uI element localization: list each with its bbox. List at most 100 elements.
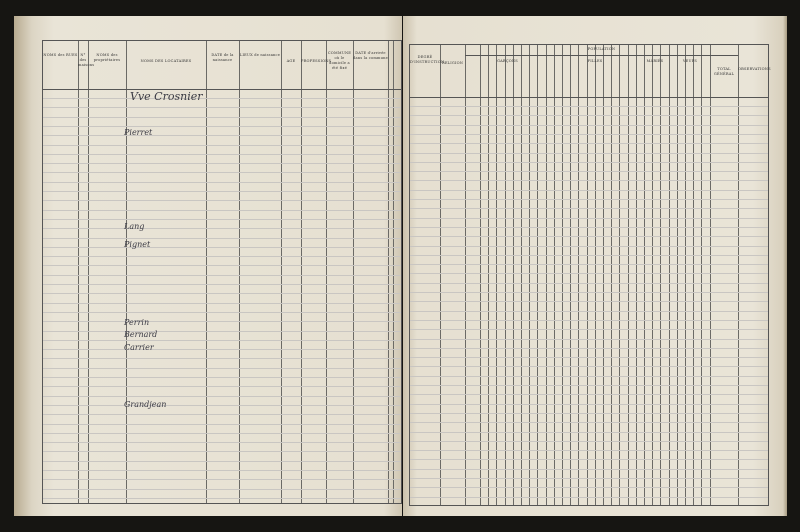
row-rule <box>410 199 768 200</box>
column-header: OBSERVATIONS <box>738 67 771 71</box>
column-header: NOMS des propriétaires <box>93 53 121 62</box>
entry-name: Grandjean <box>124 400 167 409</box>
column-header: DATE d'arrivée dans la commune <box>353 51 388 60</box>
left-register-page: NOMS des RUES N° des maisons NOMS des prop… <box>14 16 402 516</box>
row-rule <box>410 152 768 154</box>
column-rule <box>537 45 538 505</box>
column-rule <box>603 45 604 505</box>
column-rule <box>88 41 89 503</box>
row-rule <box>43 153 401 155</box>
column-rule <box>206 41 207 503</box>
row-rule <box>43 191 401 192</box>
row-rule <box>410 366 768 368</box>
column-rule <box>738 45 739 505</box>
column-header: MARIÉS <box>646 59 664 63</box>
row-rule <box>410 422 768 424</box>
row-rule <box>410 347 768 349</box>
row-rule <box>43 284 401 285</box>
row-rule <box>43 265 401 267</box>
column-header: TOTAL GÉNÉRAL <box>713 67 735 76</box>
row-rule <box>43 256 401 258</box>
column-rule <box>578 45 579 505</box>
row-rule <box>410 189 768 191</box>
right-register-table: DEGRÉ D'INSTRUCTION RELIGION POPULATION GAR… <box>409 44 771 506</box>
column-rule <box>669 45 670 505</box>
row-rule <box>410 180 768 182</box>
row-rule <box>410 496 768 498</box>
header-rule <box>410 97 768 98</box>
row-rule <box>410 459 768 461</box>
column-rule <box>685 45 686 505</box>
column-rule <box>353 41 354 503</box>
row-rule <box>410 264 768 266</box>
row-rule <box>43 321 401 323</box>
column-rule <box>78 41 79 503</box>
column-rule <box>710 45 711 505</box>
row-rule <box>410 338 768 340</box>
row-rule <box>410 385 768 386</box>
column-rule <box>546 45 547 505</box>
row-rule <box>43 451 401 453</box>
header-rule <box>43 89 401 90</box>
row-rule <box>43 172 401 174</box>
row-rule <box>410 273 768 275</box>
row-rule <box>43 311 401 313</box>
row-rule <box>410 440 768 442</box>
entry-name: Bernard <box>124 330 158 339</box>
column-rule <box>644 45 645 505</box>
row-rule <box>410 487 768 489</box>
row-rule <box>43 163 401 165</box>
column-rule <box>126 41 127 503</box>
right-register-page: DEGRÉ D'INSTRUCTION RELIGION POPULATION GAR… <box>403 16 787 516</box>
row-rule <box>43 237 401 239</box>
row-rule <box>410 450 768 452</box>
column-rule <box>562 45 563 505</box>
column-rule <box>554 45 555 505</box>
column-rule <box>595 45 596 505</box>
row-rule <box>43 200 401 202</box>
row-rule <box>43 293 401 295</box>
column-rule <box>521 45 522 505</box>
row-rule <box>43 228 401 230</box>
row-rule <box>43 181 401 183</box>
row-rule <box>43 423 401 425</box>
row-rule <box>410 143 768 145</box>
row-rule <box>410 236 768 238</box>
row-rule <box>410 394 768 396</box>
column-rule <box>465 45 466 505</box>
row-rule <box>410 106 768 107</box>
column-rule <box>393 41 394 503</box>
row-rule <box>43 470 401 471</box>
row-rule <box>43 432 401 434</box>
row-rule <box>43 367 401 369</box>
column-rule <box>619 45 620 505</box>
row-rule <box>410 254 768 256</box>
row-rule <box>43 107 401 109</box>
column-rule <box>488 45 489 505</box>
column-rule <box>701 45 702 505</box>
column-header: FILLES <box>587 59 603 63</box>
entry-name: Pignet <box>124 240 151 249</box>
row-rule <box>43 116 401 118</box>
row-rule <box>410 412 768 414</box>
row-rule <box>410 161 768 163</box>
row-rule <box>43 218 401 220</box>
row-rule <box>43 125 401 127</box>
column-rule <box>652 45 653 505</box>
row-rule <box>43 377 401 378</box>
column-header: N° des maisons <box>78 53 95 67</box>
row-rule <box>43 209 401 211</box>
column-rule <box>611 45 612 505</box>
row-rule <box>43 404 401 406</box>
row-rule <box>43 358 401 360</box>
column-header: DEGRÉ D'INSTRUCTION <box>410 55 445 64</box>
row-rule <box>43 479 401 481</box>
row-rule <box>410 310 768 312</box>
column-header: PROFESSIONS <box>301 59 332 63</box>
column-rule <box>587 45 588 505</box>
column-header: DATE de la naissance <box>211 53 234 62</box>
column-header: NOMS DES LOCATAIRES <box>140 59 192 63</box>
row-rule <box>410 375 768 377</box>
column-header: GARÇONS <box>497 59 518 63</box>
row-rule <box>43 460 401 462</box>
